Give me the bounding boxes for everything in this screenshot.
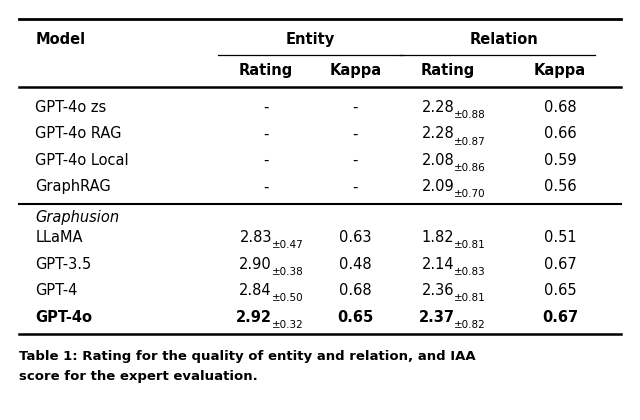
Text: -: - [263, 100, 268, 115]
Text: 0.67: 0.67 [542, 310, 578, 325]
Text: 1.82: 1.82 [422, 230, 454, 245]
Text: Rating: Rating [421, 63, 475, 78]
Text: ±0.81: ±0.81 [454, 293, 486, 303]
Text: GPT-4: GPT-4 [35, 283, 77, 298]
Text: -: - [353, 179, 358, 194]
Text: 0.66: 0.66 [544, 126, 576, 142]
Text: ±0.47: ±0.47 [272, 240, 304, 250]
Text: 2.37: 2.37 [419, 310, 454, 325]
Text: 0.68: 0.68 [339, 283, 371, 298]
Text: 2.90: 2.90 [239, 257, 272, 272]
Text: GPT-4o RAG: GPT-4o RAG [35, 126, 122, 142]
Text: ±0.82: ±0.82 [454, 320, 486, 330]
Text: 2.84: 2.84 [239, 283, 272, 298]
Text: Relation: Relation [470, 32, 538, 47]
Text: Table 1: Rating for the quality of entity and relation, and IAA: Table 1: Rating for the quality of entit… [19, 349, 476, 362]
Text: GPT-4o: GPT-4o [35, 310, 92, 325]
Text: ±0.38: ±0.38 [272, 267, 304, 277]
Text: LLaMA: LLaMA [35, 230, 83, 245]
Text: 2.28: 2.28 [422, 126, 454, 142]
Text: 0.48: 0.48 [339, 257, 371, 272]
Text: -: - [263, 126, 268, 142]
Text: 0.59: 0.59 [544, 153, 576, 168]
Text: 0.63: 0.63 [339, 230, 371, 245]
Text: GraphRAG: GraphRAG [35, 179, 111, 194]
Text: 2.83: 2.83 [239, 230, 272, 245]
Text: GPT-3.5: GPT-3.5 [35, 257, 92, 272]
Text: ±0.83: ±0.83 [454, 267, 486, 277]
Text: ±0.50: ±0.50 [272, 293, 303, 303]
Text: 2.36: 2.36 [422, 283, 454, 298]
Text: ±0.81: ±0.81 [454, 240, 486, 250]
Text: Model: Model [35, 32, 85, 47]
Text: -: - [353, 126, 358, 142]
Text: ±0.32: ±0.32 [272, 320, 304, 330]
Text: Entity: Entity [286, 32, 335, 47]
Text: Rating: Rating [239, 63, 292, 78]
Text: Kappa: Kappa [329, 63, 381, 78]
Text: 0.65: 0.65 [544, 283, 576, 298]
Text: 0.56: 0.56 [544, 179, 576, 194]
Text: 0.51: 0.51 [544, 230, 576, 245]
Text: ±0.87: ±0.87 [454, 136, 486, 147]
Text: 2.09: 2.09 [422, 179, 454, 194]
Text: GPT-4o zs: GPT-4o zs [35, 100, 106, 115]
Text: 0.67: 0.67 [543, 257, 577, 272]
Text: score for the expert evaluation.: score for the expert evaluation. [19, 370, 258, 383]
Text: Graphusion: Graphusion [35, 210, 119, 225]
Text: ±0.86: ±0.86 [454, 163, 486, 173]
Text: ±0.70: ±0.70 [454, 189, 486, 200]
Text: 0.65: 0.65 [337, 310, 373, 325]
Text: 2.92: 2.92 [236, 310, 272, 325]
Text: -: - [353, 153, 358, 168]
Text: -: - [263, 179, 268, 194]
Text: 2.14: 2.14 [422, 257, 454, 272]
Text: -: - [353, 100, 358, 115]
Text: GPT-4o Local: GPT-4o Local [35, 153, 129, 168]
Text: 2.08: 2.08 [422, 153, 454, 168]
Text: Kappa: Kappa [534, 63, 586, 78]
Text: -: - [263, 153, 268, 168]
Text: ±0.88: ±0.88 [454, 110, 486, 120]
Text: 2.28: 2.28 [422, 100, 454, 115]
Text: 0.68: 0.68 [544, 100, 576, 115]
